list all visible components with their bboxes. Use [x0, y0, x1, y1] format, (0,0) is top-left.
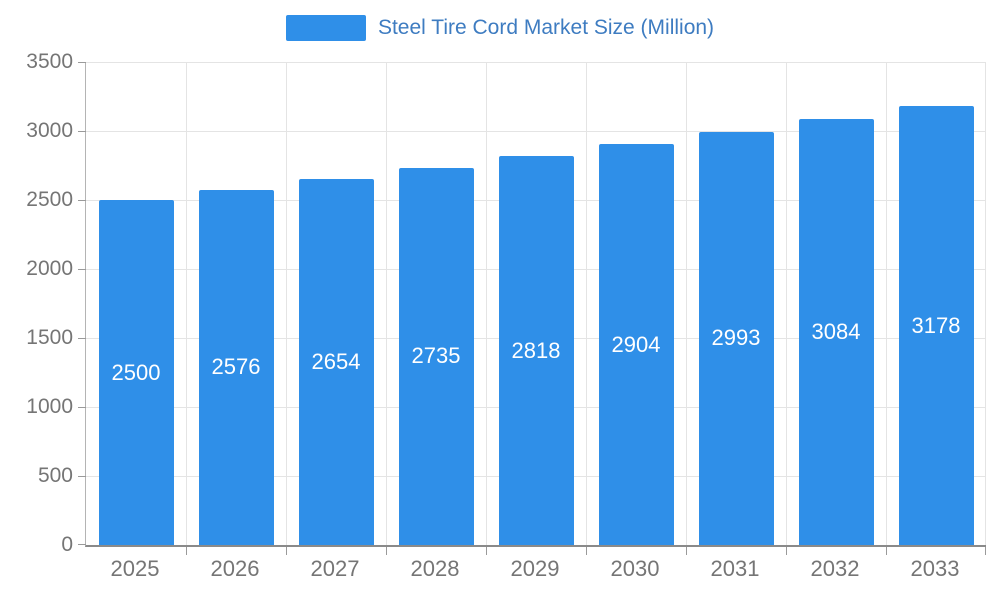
bar-value-label: 3178	[911, 312, 961, 338]
bar: 2818	[498, 156, 574, 545]
x-axis-labels: 2025 2026 2027 2028 2029 2030 2031 2032 2033	[85, 556, 985, 586]
y-axis-tick-label: 1500	[26, 326, 73, 349]
bar-value-label: 2904	[611, 331, 661, 357]
y-axis-tick	[78, 544, 86, 545]
y-axis-tick-label: 500	[37, 464, 73, 487]
x-axis-tick	[186, 547, 187, 555]
y-axis-tick	[78, 406, 86, 408]
x-axis-tick-label: 2031	[710, 556, 760, 581]
gridline-vertical	[586, 62, 587, 545]
y-axis-tick	[78, 199, 86, 201]
y-axis-tick	[78, 337, 86, 339]
x-axis-tick-label: 2025	[110, 556, 160, 581]
x-axis-tick-label: 2026	[210, 556, 260, 581]
bar: 2500	[98, 200, 174, 545]
gridline-vertical	[186, 62, 187, 545]
y-axis-tick-label: 1000	[26, 395, 73, 418]
x-axis-tick-label: 2033	[910, 556, 960, 581]
y-axis-tick	[78, 61, 86, 63]
bar: 2654	[298, 178, 374, 545]
bar: 2576	[198, 189, 274, 545]
gridline-vertical	[386, 62, 387, 545]
legend-swatch	[285, 15, 366, 41]
gridline-horizontal	[86, 130, 986, 132]
gridline-vertical	[985, 62, 986, 545]
y-axis-labels: 0 500 1000 1500 2000 2500 3000 3500	[0, 50, 73, 556]
bar-value-label: 2735	[411, 343, 461, 369]
x-axis-tick	[786, 547, 787, 555]
bar: 2904	[598, 144, 674, 545]
legend-label: Steel Tire Cord Market Size (Million)	[377, 16, 715, 39]
y-axis-tick-label: 3500	[26, 50, 73, 73]
bar-value-label: 2500	[111, 359, 161, 385]
bar-value-label: 3084	[811, 319, 861, 345]
x-axis-tick	[386, 547, 387, 555]
bar: 2735	[398, 167, 474, 545]
x-axis-tick-label: 2029	[510, 556, 560, 581]
y-axis-tick	[78, 268, 86, 270]
bar: 3084	[798, 119, 874, 545]
gridline-vertical	[886, 62, 887, 545]
x-axis-tick	[686, 547, 687, 555]
bar: 2993	[698, 131, 774, 545]
legend-item[interactable]: Steel Tire Cord Market Size (Million)	[0, 15, 1000, 41]
x-axis-tick	[486, 547, 487, 555]
x-axis-tick-label: 2030	[610, 556, 660, 581]
y-axis-tick	[78, 475, 86, 477]
x-axis-tick	[985, 547, 986, 555]
bar-value-label: 2576	[211, 354, 261, 380]
x-axis-tick-label: 2027	[310, 556, 360, 581]
gridline-vertical	[786, 62, 787, 545]
x-axis-tick	[886, 547, 887, 555]
x-axis-tick	[586, 547, 587, 555]
y-axis-tick-label: 2000	[26, 257, 73, 280]
bar: 3178	[898, 106, 974, 545]
x-axis-tick-label: 2028	[410, 556, 460, 581]
x-axis-tick	[286, 547, 287, 555]
plot-area: 2500 2576 2654 2735 2818 2904 2993 3084 3178	[78, 61, 986, 555]
gridline-vertical	[486, 62, 487, 545]
y-axis-tick-label: 0	[61, 533, 73, 556]
y-axis-tick	[78, 130, 86, 132]
gridline-horizontal	[86, 61, 986, 63]
y-axis-tick-label: 2500	[26, 188, 73, 211]
bar-value-label: 2993	[711, 325, 761, 351]
gridline-vertical	[686, 62, 687, 545]
bar-value-label: 2654	[311, 348, 361, 374]
bar-value-label: 2818	[511, 337, 561, 363]
gridline-vertical	[286, 62, 287, 545]
y-axis-tick-label: 3000	[26, 119, 73, 142]
x-axis-tick-label: 2032	[810, 556, 860, 581]
